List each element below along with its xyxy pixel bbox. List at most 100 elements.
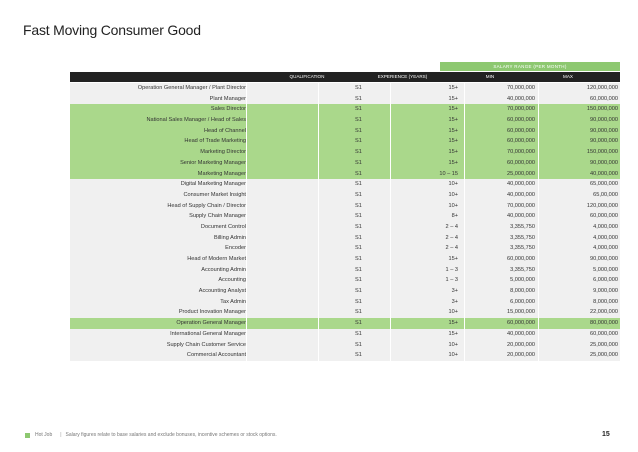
max-salary-cell: 60,000,000 [590,213,618,220]
column-divider [538,93,539,105]
column-divider [390,147,391,158]
experience-cell: 3+ [451,288,458,295]
qualification-cell: S1 [355,245,362,252]
column-divider [538,115,539,126]
column-divider [390,179,391,190]
table-row: Accounting S1 1 – 3 5,000,000 6,000,000 [70,275,620,287]
table-row: Head of Modern Market S1 15+ 60,000,000 90,0… [70,254,620,265]
experience-cell: 10+ [448,309,459,316]
column-divider [318,147,319,158]
table-row: Head of Channel S1 15+ 60,000,000 90,000,000 [70,125,620,137]
column-divider [538,157,539,169]
column-divider [390,189,391,201]
column-divider [538,243,539,254]
min-salary-cell: 70,000,000 [507,85,535,91]
column-divider [464,200,465,212]
experience-cell: 8+ [451,213,458,220]
column-divider [538,104,539,116]
min-salary-cell: 40,000,000 [507,95,535,102]
min-salary-cell: 3,355,750 [510,234,535,241]
column-divider [538,221,539,233]
position-cell: Senior Marketing Manager [180,159,246,166]
column-divider [464,350,465,361]
column-divider [246,189,247,201]
max-salary-cell: 150,000,000 [586,149,618,156]
column-divider [318,232,319,244]
experience-cell: 2 – 4 [445,234,458,241]
column-divider [246,264,247,276]
column-divider [538,328,539,340]
column-divider [464,328,465,340]
table-row: Senior Marketing Manager S1 15+ 60,000,000 9… [70,157,620,169]
column-divider [318,211,319,222]
column-divider [390,275,391,287]
max-salary-cell: 22,000,000 [590,309,618,316]
column-divider [464,275,465,287]
column-divider [318,264,319,276]
column-divider [318,125,319,137]
max-salary-cell: 5,000,000 [593,266,618,273]
column-divider [538,275,539,287]
column-divider [390,318,391,329]
max-salary-cell: 90,000,000 [590,256,618,262]
max-salary-cell: 80,000,000 [590,320,618,327]
column-divider [538,307,539,319]
table-row: Document Control S1 2 – 4 3,355,750 4,000,00… [70,221,620,233]
position-cell: Supply Chain Manager [189,213,246,220]
experience-cell: 15+ [448,159,459,166]
column-divider [246,179,247,190]
qualification-cell: S1 [355,85,362,91]
max-salary-cell: 90,000,000 [590,117,618,124]
column-divider [246,318,247,329]
table-row: Marketing Manager S1 10 – 15 25,000,000 40,0… [70,168,620,180]
position-cell: Tax Admin [220,298,246,305]
experience-cell: 10+ [448,352,459,359]
column-divider [464,254,465,265]
column-divider [246,296,247,308]
max-salary-cell: 8,000,000 [593,298,618,305]
column-divider [390,307,391,319]
column-divider [464,318,465,329]
column-divider [318,168,319,180]
column-divider [318,221,319,233]
table-row: National Sales Manager / Head of Sales S1… [70,115,620,126]
column-divider [538,232,539,244]
column-divider [464,339,465,351]
table-row: Consumer Market Insight S1 10+ 40,000,000 65… [70,189,620,201]
table-row: Plant Manager S1 15+ 40,000,000 60,000,000 [70,93,620,105]
header-qualification: QUALIFICATION [289,74,325,79]
column-divider [464,264,465,276]
qualification-cell: S1 [355,138,362,145]
table-row: Billing Admin S1 2 – 4 3,355,750 4,000,000 [70,232,620,244]
page-number: 15 [602,431,610,438]
column-divider [318,328,319,340]
column-divider [318,307,319,319]
position-cell: Head of Channel [204,127,246,134]
experience-cell: 15+ [448,320,459,327]
qualification-cell: S1 [355,288,362,295]
qualification-cell: S1 [355,159,362,166]
column-divider [464,104,465,116]
column-divider [318,243,319,254]
min-salary-cell: 20,000,000 [507,341,535,348]
table-row: Accounting Analyst S1 3+ 8,000,000 9,000,000 [70,286,620,297]
table-row: Tax Admin S1 3+ 6,000,000 8,000,000 [70,296,620,308]
max-salary-cell: 150,000,000 [586,106,618,113]
header-experience: EXPERIENCE (YEARS) [377,74,428,79]
column-divider [538,296,539,308]
column-divider [318,254,319,265]
column-divider [538,286,539,297]
column-divider [246,350,247,361]
column-divider [464,136,465,148]
experience-cell: 15+ [448,85,459,91]
min-salary-cell: 5,000,000 [510,277,535,284]
column-divider [390,168,391,180]
qualification-cell: S1 [355,95,362,102]
qualification-cell: S1 [355,330,362,337]
experience-cell: 10+ [448,181,459,188]
min-salary-cell: 70,000,000 [507,106,535,113]
column-divider [464,179,465,190]
brand-square-icon [25,432,30,438]
qualification-cell: S1 [355,277,362,284]
column-divider [390,350,391,361]
